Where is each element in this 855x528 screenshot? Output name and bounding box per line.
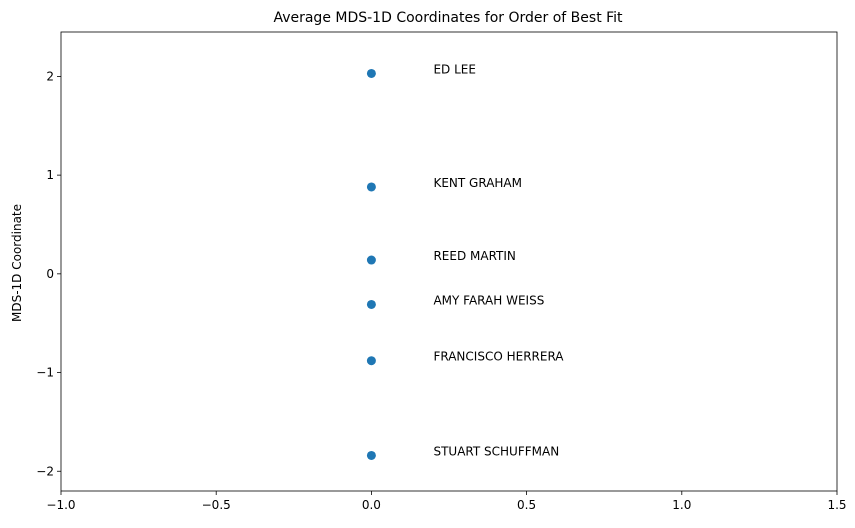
data-point — [366, 356, 376, 366]
y-tick-label: −1 — [36, 366, 54, 380]
x-tick-label: 0.0 — [362, 498, 381, 512]
data-point — [366, 182, 376, 192]
point-label: KENT GRAHAM — [433, 176, 522, 190]
y-tick-label: 1 — [46, 168, 54, 182]
chart-title: Average MDS-1D Coordinates for Order of … — [273, 10, 623, 26]
y-tick-label: 0 — [46, 267, 54, 281]
data-points — [366, 68, 376, 460]
x-tick-label: 1.0 — [672, 498, 691, 512]
data-point — [366, 68, 376, 78]
plot-frame — [60, 31, 838, 492]
data-point — [366, 255, 376, 265]
x-tick-label: 1.5 — [827, 498, 846, 512]
point-label: AMY FARAH WEISS — [433, 293, 544, 307]
data-point — [366, 299, 376, 309]
x-tick-label: −1.0 — [46, 498, 75, 512]
data-point — [366, 450, 376, 460]
point-labels: ED LEE KENT GRAHAM REED MARTIN AMY FARAH WE… — [433, 62, 564, 458]
point-label: FRANCISCO HERRERA — [433, 350, 564, 364]
y-axis-label: MDS-1D Coordinate — [10, 204, 24, 322]
point-label: REED MARTIN — [433, 249, 515, 263]
y-tick-label: −2 — [36, 464, 54, 478]
axis-ticks: −1.0 −0.5 0.0 0.5 1.0 1.5 −2 −1 0 1 2 — [36, 69, 846, 512]
x-tick-label: 0.5 — [517, 498, 536, 512]
x-tick-label: −0.5 — [202, 498, 231, 512]
point-label: STUART SCHUFFMAN — [433, 444, 559, 458]
y-tick-label: 2 — [46, 69, 54, 83]
point-label: ED LEE — [433, 62, 476, 76]
